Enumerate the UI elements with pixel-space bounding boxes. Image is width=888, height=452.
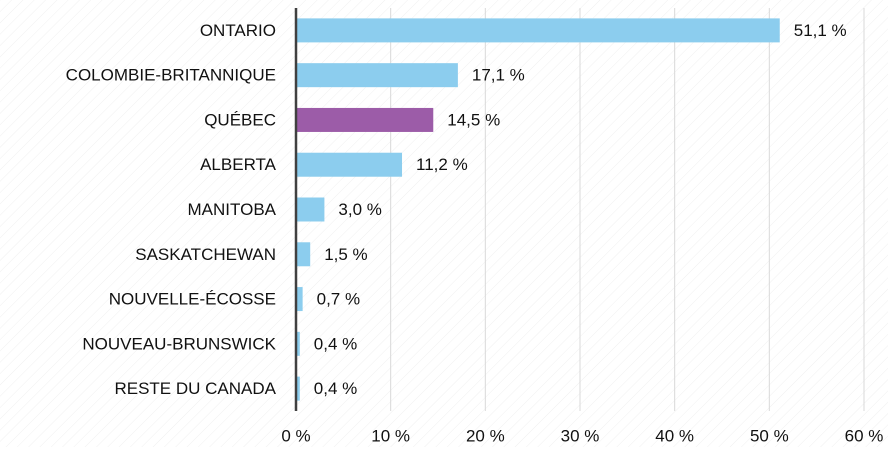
bar [296, 287, 303, 312]
bar [296, 331, 300, 356]
value-label: 0,4 % [314, 334, 357, 353]
y-tick-label: QUÉBEC [204, 110, 276, 129]
x-tick-label: 20 % [466, 426, 505, 445]
x-tick-label: 60 % [845, 426, 884, 445]
value-label: 1,5 % [324, 245, 367, 264]
y-tick-label: ONTARIO [200, 21, 276, 40]
value-label: 11,2 % [416, 155, 468, 174]
bar [296, 18, 780, 43]
value-label: 0,4 % [314, 379, 357, 398]
bar [296, 107, 434, 132]
bar [296, 376, 300, 401]
value-label: 14,5 % [447, 110, 500, 129]
x-tick-label: 40 % [655, 426, 694, 445]
x-tick-label: 0 % [281, 426, 310, 445]
bar [296, 197, 325, 222]
x-tick-label: 50 % [750, 426, 789, 445]
x-tick-label: 10 % [371, 426, 410, 445]
value-label: 3,0 % [338, 200, 381, 219]
y-tick-label: NOUVEAU-BRUNSWICK [82, 334, 276, 353]
value-label: 0,7 % [317, 290, 360, 309]
y-tick-label: RESTE DU CANADA [114, 379, 276, 398]
bar [296, 242, 311, 267]
value-label: 17,1 % [472, 66, 525, 85]
y-tick-label: SASKATCHEWAN [135, 245, 276, 264]
y-tick-label: MANITOBA [188, 200, 277, 219]
y-tick-label: ALBERTA [200, 155, 277, 174]
bar [296, 152, 403, 177]
bar [296, 63, 458, 88]
value-label: 51,1 % [794, 21, 847, 40]
y-tick-label: COLOMBIE-BRITANNIQUE [66, 66, 276, 85]
x-tick-label: 30 % [561, 426, 600, 445]
y-tick-label: NOUVELLE-ÉCOSSE [109, 290, 276, 309]
